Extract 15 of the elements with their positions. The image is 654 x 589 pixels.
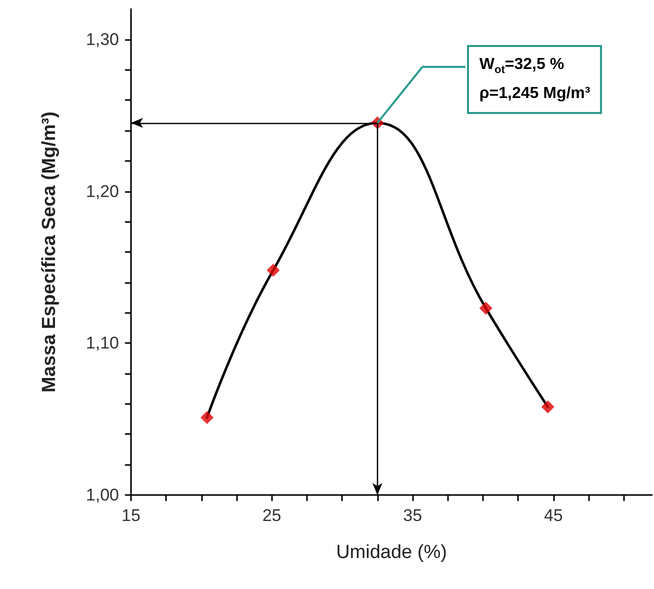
x-axis-title: Umidade (%) (336, 542, 447, 563)
point (266, 264, 280, 277)
y-tick-label: 1,20 (86, 182, 119, 201)
annotation: W$_{ot}$=32,5 % ρ=1,245 Mg/m³ (467, 44, 602, 114)
point (541, 400, 554, 414)
y-axis-title: Massa Específica Seca (Mg/m³) (39, 112, 60, 392)
x-tick-label: 15 (122, 506, 140, 525)
point (479, 302, 492, 315)
y-tick-label: 1,30 (86, 30, 119, 49)
y-tick-label: 1,00 (86, 486, 119, 504)
point (200, 411, 214, 424)
y-tick-label: 1,10 (86, 334, 119, 353)
x-tick-label: 25 (262, 506, 282, 525)
x-tick-label: 45 (544, 506, 563, 525)
x-tick-label: 35 (403, 506, 422, 525)
